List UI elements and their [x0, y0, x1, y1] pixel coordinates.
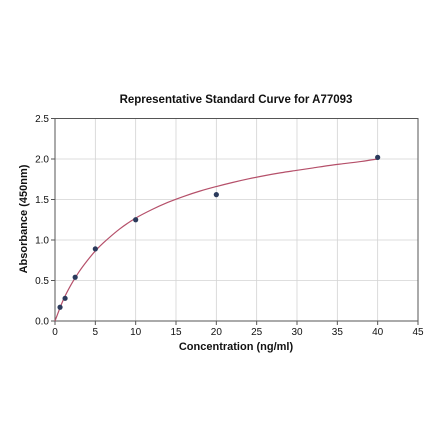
- y-tick-label: 2.5: [35, 114, 49, 125]
- x-tick-label: 25: [251, 327, 263, 338]
- y-tick-label: 0.5: [35, 276, 49, 287]
- data-point: [133, 217, 139, 223]
- y-axis-label: Absorbance (450nm): [18, 164, 30, 273]
- data-point: [375, 154, 381, 160]
- x-tick-label: 35: [332, 327, 344, 338]
- tick-layer: 0 5 10 15 20 25 30 35 40 45 0.0 0.5 1.0 1.5 2.0 2.5: [35, 114, 424, 338]
- x-tick-label: 10: [130, 327, 142, 338]
- data-point: [92, 246, 98, 252]
- x-tick-label: 30: [291, 327, 303, 338]
- chart-title: Representative Standard Curve for A77093: [120, 94, 353, 106]
- data-point: [57, 304, 63, 310]
- y-tick-label: 1.0: [35, 236, 49, 247]
- fit-curve-line: [54, 158, 378, 322]
- data-point: [62, 295, 68, 301]
- x-tick-label: 15: [170, 327, 182, 338]
- data-point: [72, 274, 78, 280]
- y-tick-label: 2.0: [35, 155, 49, 166]
- x-tick-label: 20: [211, 327, 223, 338]
- y-tick-label: 1.5: [35, 195, 49, 206]
- grid-layer: [54, 118, 419, 322]
- x-tick-label: 0: [52, 327, 58, 338]
- x-tick-label: 45: [412, 327, 424, 338]
- x-axis-label: Concentration (ng/ml): [179, 341, 294, 353]
- data-point: [213, 192, 219, 198]
- x-tick-label: 40: [372, 327, 384, 338]
- plot-area-frame: [54, 118, 419, 322]
- y-tick-label: 0.0: [35, 317, 49, 328]
- data-points-layer: [57, 154, 381, 310]
- x-tick-label: 5: [93, 327, 99, 338]
